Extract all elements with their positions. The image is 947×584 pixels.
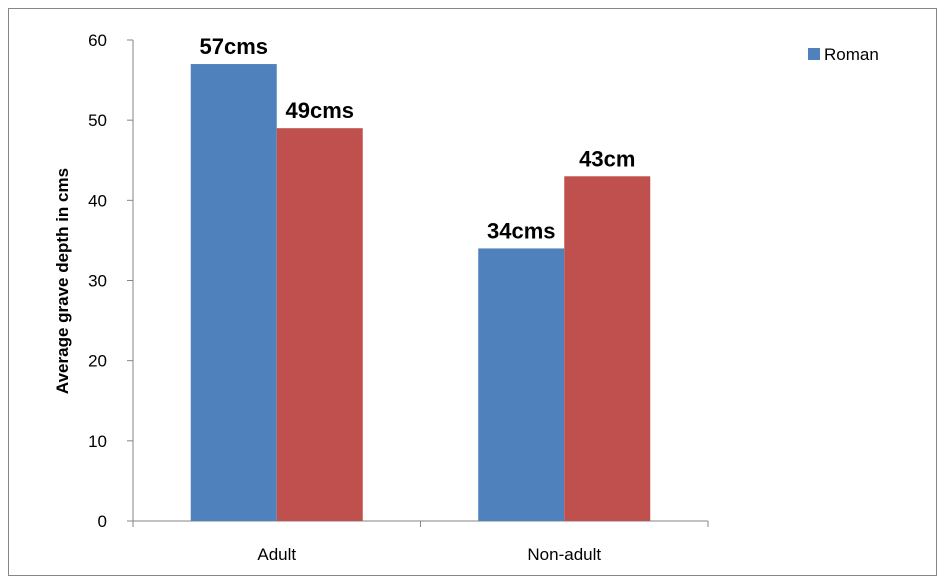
y-axis-label: Average grave depth in cms	[53, 168, 72, 394]
x-tick-label: Adult	[257, 545, 296, 564]
data-label: 57cms	[199, 34, 268, 59]
bar	[478, 248, 565, 521]
y-tick-label: 20	[88, 352, 107, 371]
y-tick-label: 40	[88, 191, 107, 210]
data-label: 43cm	[579, 146, 635, 171]
legend: Roman	[808, 45, 879, 64]
y-tick-label: 50	[88, 111, 107, 130]
bar	[564, 176, 651, 522]
bar	[190, 64, 277, 522]
data-label: 34cms	[487, 218, 556, 243]
bars	[190, 64, 651, 522]
data-labels: 57cms 49cms 34cms 43cm	[199, 34, 635, 243]
x-tick-label: Non-adult	[527, 545, 601, 564]
bar	[276, 128, 363, 521]
chart-frame	[8, 8, 937, 576]
legend-swatch	[808, 48, 820, 60]
legend-label: Roman	[824, 45, 879, 64]
category-labels: Adult Non-adult	[257, 545, 601, 564]
y-tick-label: 10	[88, 432, 107, 451]
y-tick-label: 60	[88, 31, 107, 50]
y-tick-label: 30	[88, 272, 107, 291]
data-label: 49cms	[285, 98, 354, 123]
y-tick-labels: 0 10 20 30 40 50 60	[88, 31, 107, 531]
y-tick-label: 0	[98, 512, 107, 531]
